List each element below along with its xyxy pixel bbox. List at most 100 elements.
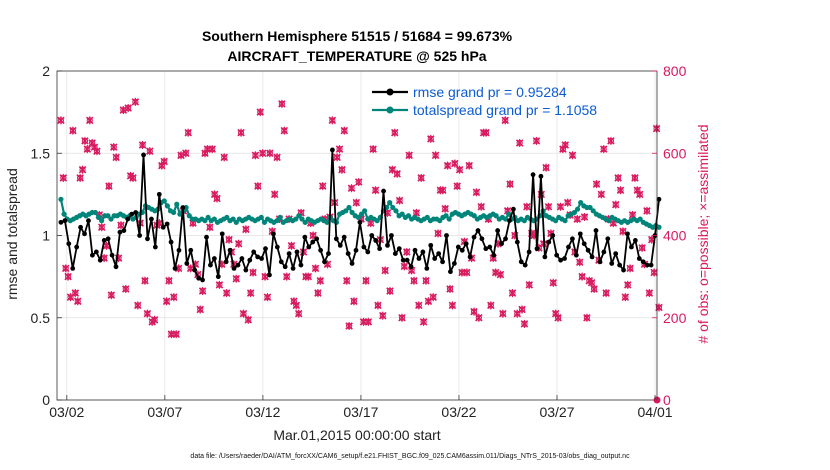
y-axis-label-left: rmse and totalspread [4,168,20,300]
rmse-point [369,233,375,238]
obs-assimilated-marker [146,147,154,156]
obs-assimilated-marker [446,284,454,293]
legend: rmse grand pr = 0.95284 totalspread grand… [372,84,597,118]
rmse-point [656,196,662,202]
rmse-point [172,266,178,271]
rmse-point [235,262,241,268]
totalspread-point [358,211,365,217]
obs-assimilated-marker [645,289,654,298]
legend-marker-totalspread [386,106,394,114]
totalspread-point [324,219,330,225]
obs-assimilated-marker [160,157,168,166]
obs-assimilated-marker [150,315,159,324]
rmse-point [632,238,638,243]
x-tick-label: 03/12 [245,404,280,420]
rmse-point [550,233,556,238]
obs-assimilated-marker [573,215,582,224]
rmse-point [392,251,398,256]
obs-assimilated-marker [616,186,625,195]
rmse-point [125,216,131,222]
obs-assimilated-marker [580,212,589,221]
rmse-point [601,249,607,255]
rmse-point [644,262,650,268]
rmse-point [389,233,394,238]
rmse-point [491,252,497,258]
obs-assimilated-marker [81,136,89,145]
obs-assimilated-marker [71,289,80,298]
totalspread-point [224,214,230,221]
rmse-point [306,244,312,250]
obs-assimilated-marker [93,147,101,156]
y-tick-label-right: 200 [663,310,687,326]
totalspread-point [521,218,527,224]
obs-assimilated-marker [335,145,344,154]
obs-assimilated-marker [619,227,627,236]
obs-assimilated-marker [590,284,598,293]
obs-assimilated-marker [165,276,173,285]
obs-assimilated-marker [85,116,94,125]
obs-assimilated-marker [258,149,267,158]
totalspread-point [343,208,349,214]
obs-assimilated-marker [518,305,526,314]
rmse-point [514,239,520,245]
obs-assimilated-marker [249,268,257,277]
x-axis-label: Mar.01,2015 00:00:00 start [273,427,440,443]
rmse-point [400,257,406,263]
rmse-point [463,241,469,247]
obs-assimilated-marker [311,264,320,273]
obs-assimilated-marker [499,309,507,318]
rmse-point [227,247,233,253]
rmse-point [337,242,343,248]
totalspread-point [446,216,452,222]
obs-assimilated-marker [643,206,651,215]
rmse-point [495,228,501,233]
totalspread-point [390,204,396,211]
totalspread-point [92,209,98,216]
rmse-point [204,234,209,240]
rmse-point [381,188,386,194]
rmse-point [278,259,284,265]
obs-assimilated-marker [73,297,82,306]
obs-assimilated-marker [611,200,620,209]
obs-assimilated-marker [371,186,380,195]
obs-assimilated-marker [352,198,361,207]
totalspread-point [205,214,211,221]
rmse-point [534,246,540,252]
obs-assimilated-marker [602,289,610,298]
x-tick-label: 03/07 [147,404,182,420]
obs-assimilated-marker [451,159,459,168]
totalspread-point [355,214,361,221]
rmse-point [530,172,536,178]
obs-assimilated-marker [354,178,363,187]
obs-assimilated-marker [78,165,87,174]
legend-label-totalspread: totalspread grand pr = 1.1058 [413,102,597,118]
obs-assimilated-marker [419,317,428,326]
rmse-point [558,257,563,263]
obs-assimilated-marker [465,161,473,170]
obs-assimilated-marker [599,145,608,154]
obs-assimilated-marker [234,239,243,248]
obs-assimilated-marker [124,104,132,113]
totalspread-point [202,218,208,224]
obs-assimilated-marker [554,313,562,322]
rmse-point [420,249,426,255]
obs-assimilated-marker [623,280,632,289]
rmse-point [298,262,304,268]
obs-assimilated-marker [215,280,224,289]
obs-assimilated-marker [378,311,387,320]
obs-assimilated-marker [244,315,253,324]
rmse-point [121,228,127,233]
rmse-point [542,254,548,260]
obs-assimilated-marker [405,151,413,160]
obs-assimilated-marker [439,186,447,195]
obs-assimilated-marker [614,173,622,182]
obs-assimilated-marker [117,221,125,230]
obs-assimilated-marker [631,173,639,182]
rmse-point [255,254,261,260]
rmse-point [168,239,174,245]
totalspread-point [374,218,380,224]
totalspread-point [578,200,584,206]
obs-assimilated-marker [316,276,325,285]
obs-assimilated-marker [568,151,577,160]
rmse-point [585,247,591,253]
